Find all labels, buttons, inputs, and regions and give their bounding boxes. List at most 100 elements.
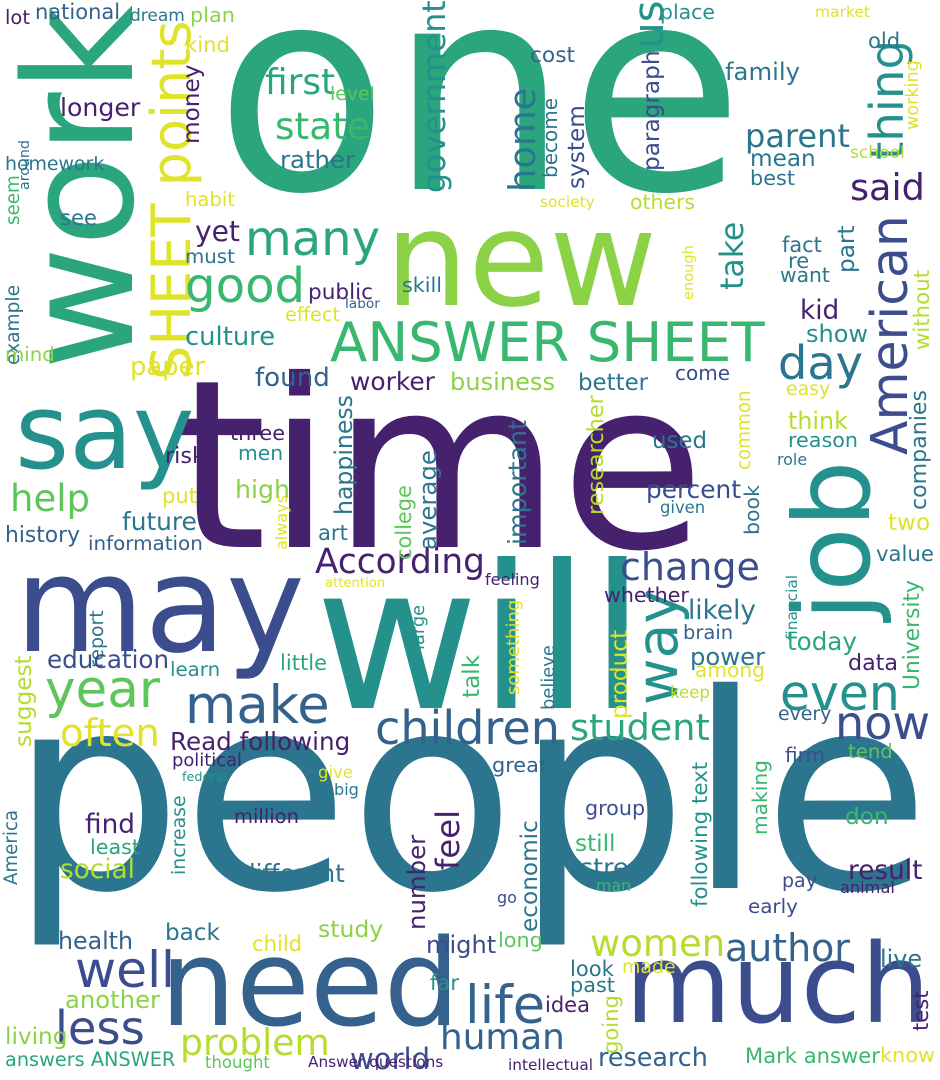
word-home: home [501,87,544,192]
word-come: come [675,361,731,385]
word-help: help [10,477,90,520]
word-must: must [185,245,235,268]
word-men: men [238,441,284,465]
word-live: live [880,945,923,973]
word-seem: seem [3,175,24,225]
word-according: According [315,542,485,582]
word-federal: federal [182,770,228,785]
word-information: information [88,532,203,555]
word-suggest: suggest [10,655,37,747]
word-data: data [848,650,898,676]
word-see: see [60,205,97,230]
word-human: human [440,1017,565,1058]
word-even: even [780,665,900,722]
word-paragraph: paragraph [638,50,665,171]
word-now: now [835,696,931,750]
word-history: history [5,523,80,548]
word-family: family [725,57,800,86]
word-making: making [748,760,772,835]
word-mean: mean [750,145,816,172]
word-think: think [788,407,848,435]
word-part: part [833,225,860,273]
word-value: value [876,541,934,566]
word-little: little [280,650,328,675]
word-take: take [715,221,751,290]
word-culture: culture [185,322,276,352]
word-average: average [413,450,442,550]
word-women: women [590,922,726,965]
word-without: without [910,269,935,350]
word-put: put [162,483,198,508]
word-make: make [185,675,330,736]
word-university: University [900,580,925,690]
word-said: said [850,166,925,209]
word-book: book [740,485,764,535]
word-living: living [5,1023,68,1050]
word-study: study [318,915,384,943]
word-society: society [540,193,595,211]
word-reason: reason [788,428,859,452]
word-effect: effect [285,303,340,326]
word-mark-answer: Mark answer [745,1043,880,1068]
word-life: life [465,975,546,1036]
word-college: college [392,485,416,560]
word-well: well [75,940,176,999]
word-answers-answer: answers ANSWER [5,1048,176,1071]
word-idea: idea [545,993,590,1017]
word-going: going [598,995,623,1054]
word-every: every [778,703,832,725]
word-health: health [58,927,133,955]
word-used: used [652,428,708,454]
word-back: back [165,920,220,946]
word-power: power [690,642,766,671]
word-answer-questions: Answer questions [308,1053,444,1071]
word-economic: economic [516,820,543,932]
word-large: large [408,604,429,650]
word-animal: animal [840,878,895,897]
word-found: found [255,363,330,393]
word-know: know [880,1043,935,1067]
word-different: different [240,859,345,888]
word-great: great [492,753,547,777]
word-cost: cost [530,43,575,68]
word-look: look [570,956,614,981]
word-need: need [160,915,460,1054]
word-many: many [245,211,380,267]
word-result: result [848,856,923,886]
word-still: still [575,830,616,857]
word-business: business [450,368,556,396]
word-attention: attention [325,576,386,591]
word-less: less [55,1001,145,1055]
word-mind: mind [5,343,55,366]
word-product: product [606,629,633,719]
word-government: government [417,0,453,193]
word-companies: companies [906,390,932,510]
word-easy: easy [786,378,831,400]
word-parent: parent [745,117,850,155]
word-today: today [787,627,857,656]
word-role: role [777,450,808,469]
word-made: made [622,956,676,978]
word-better: better [578,370,649,396]
word-intellectual: intellectual [508,1056,593,1074]
word-brain: brain [683,621,734,644]
word-far: far [430,970,460,995]
word-group: group [585,796,646,820]
word-market: market [815,3,871,21]
word-number: number [402,834,431,930]
word-first: first [265,62,336,103]
word-system: system [563,105,590,189]
word-much: much [625,921,931,1048]
word-political: political [172,750,242,771]
word-year: year [45,660,161,720]
word-always: always [272,495,291,550]
word-important: important [503,420,532,545]
word-learn: learn [170,658,221,681]
word-author: author [725,926,850,970]
word-rather: rather [280,145,356,174]
word-early: early [748,895,798,918]
word-education: education [47,645,170,674]
word-thought: thought [205,1053,270,1072]
word-read-following: Read following [170,727,351,756]
